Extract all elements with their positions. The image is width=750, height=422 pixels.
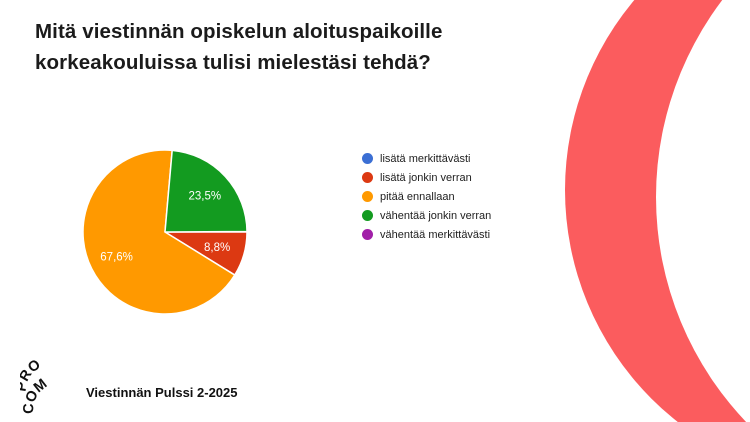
legend-swatch-icon: [362, 191, 373, 202]
procom-logo: PRO COM: [20, 360, 50, 414]
procom-logo-text-bottom: COM: [21, 376, 50, 414]
pie-chart: 8,8% 67,6% 23,5%: [82, 149, 248, 315]
legend-label: lisätä merkittävästi: [380, 152, 471, 165]
legend-swatch-icon: [362, 229, 373, 240]
footer-label: Viestinnän Pulssi 2-2025: [86, 384, 238, 400]
procom-logo-com: COM: [21, 376, 50, 414]
legend-swatch-icon: [362, 172, 373, 183]
pie-slice-label: 23,5%: [188, 190, 221, 202]
pie-slice: [82, 149, 236, 315]
legend-label: vähentää merkittävästi: [380, 228, 491, 241]
legend-item: vähentää merkittävästi: [362, 225, 491, 244]
legend-label: vähentää jonkin verran: [380, 209, 492, 222]
legend-item: pitää ennallaan: [362, 187, 491, 206]
slide-title-line2: korkeakouluissa tulisi mielestäsi tehdä?: [35, 51, 431, 74]
pie-slice: [164, 149, 248, 233]
legend-label: lisätä jonkin verran: [380, 171, 472, 184]
legend-item: lisätä jonkin verran: [362, 168, 491, 187]
chart-legend: lisätä merkittävästi lisätä jonkin verran…: [362, 149, 491, 244]
legend-item: vähentää jonkin verran: [362, 206, 491, 225]
crescent-inner-mask-circle: [656, 0, 750, 422]
footer: PRO COM Viestinnän Pulssi 2-2025: [20, 360, 238, 420]
legend-swatch-icon: [362, 153, 373, 164]
legend-item: lisätä merkittävästi: [362, 149, 491, 168]
legend-label: pitää ennallaan: [380, 190, 455, 203]
pie-slice-label: 8,8%: [204, 242, 230, 254]
pie-slice-label: 67,6%: [100, 251, 133, 263]
legend-swatch-icon: [362, 210, 373, 221]
slide-title: Mitä viestinnän opiskelun aloituspaikoil…: [35, 16, 535, 78]
slide-title-line1: Mitä viestinnän opiskelun aloituspaikoil…: [35, 20, 443, 43]
